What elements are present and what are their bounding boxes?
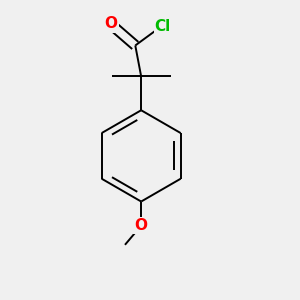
Text: O: O (104, 16, 117, 32)
Text: Cl: Cl (154, 19, 171, 34)
Text: O: O (135, 218, 148, 233)
